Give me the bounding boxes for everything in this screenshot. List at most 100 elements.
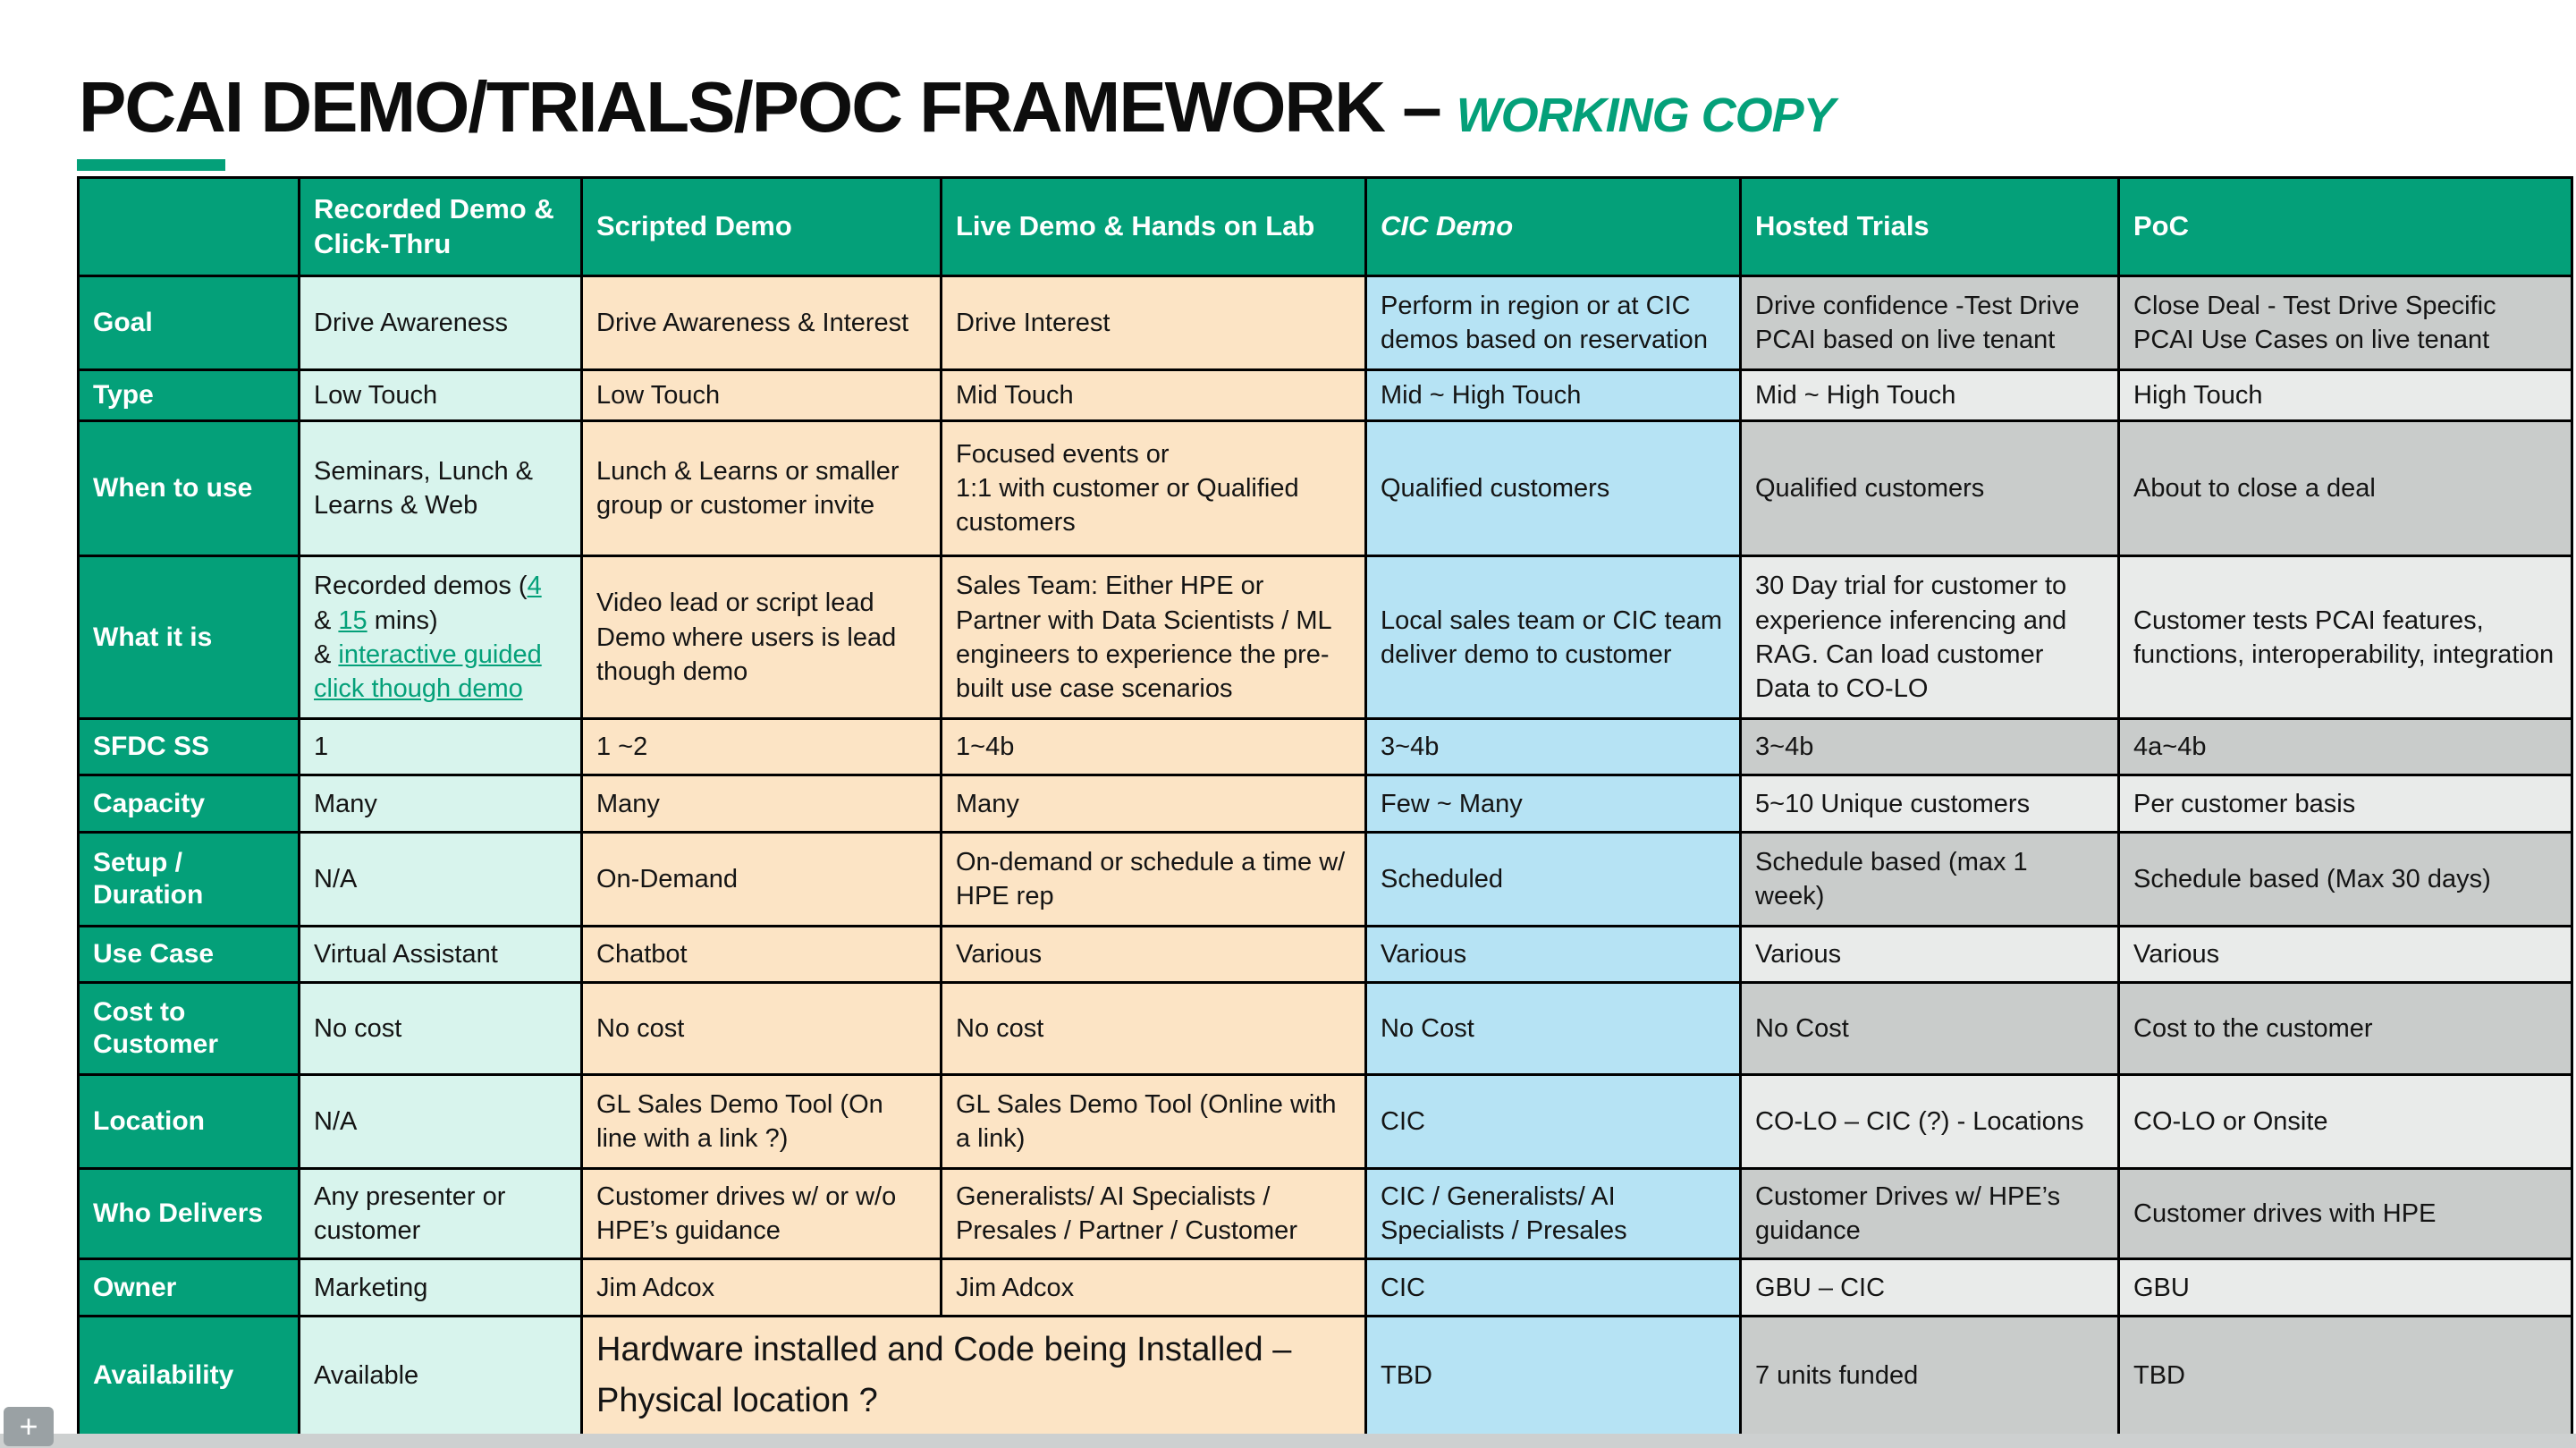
cell: No cost [580, 981, 942, 1077]
cell: Seminars, Lunch & Learns & Web [298, 419, 583, 558]
column-header: Scripted Demo [580, 176, 942, 277]
demo-link[interactable]: 4 [527, 572, 542, 601]
cell: Drive confidence -Test Drive PCAI based … [1739, 275, 2120, 371]
header-row: Recorded Demo & Click-Thru Scripted Demo L… [77, 176, 2573, 277]
cell: Various [940, 925, 1367, 985]
row-label: SFDC SS [77, 717, 300, 777]
cell: Generalists/ AI Specialists / Presales /… [940, 1167, 1367, 1261]
cell: Various [1739, 925, 2120, 985]
cell: Various [2117, 925, 2573, 985]
table-row: Owner Marketing Jim Adcox Jim Adcox CIC GBU –… [77, 1257, 2573, 1318]
cell: Close Deal - Test Drive Specific PCAI Us… [2117, 275, 2573, 371]
cell: CIC [1364, 1073, 1742, 1171]
table-row: Cost to Customer No cost No cost No cost No … [77, 981, 2573, 1077]
cell: Chatbot [580, 925, 942, 985]
cell: 30 Day trial for customer to experience … [1739, 555, 2120, 721]
page-title-tag: WORKING COPY [1456, 89, 1836, 142]
cell: Virtual Assistant [298, 925, 583, 985]
framework-table: Recorded Demo & Click-Thru Scripted Demo L… [77, 176, 2573, 1437]
demo-link[interactable]: interactive guided click though demo [314, 639, 542, 704]
cell: Schedule based (max 1 week) [1739, 831, 2120, 928]
row-label: Goal [77, 275, 300, 371]
cell: Drive Awareness & Interest [580, 275, 942, 371]
column-header: CIC Demo [1364, 176, 1742, 277]
add-slide-button[interactable]: + [4, 1407, 54, 1446]
table-row: Goal Drive Awareness Drive Awareness & Int… [77, 275, 2573, 371]
row-label: Owner [77, 1257, 300, 1318]
cell: Jim Adcox [940, 1257, 1367, 1318]
demo-link[interactable]: 15 [338, 605, 367, 635]
cell: Lunch & Learns or smaller group or custo… [580, 419, 942, 558]
cell: 3~4b [1739, 717, 2120, 777]
cell: Any presenter or customer [298, 1167, 583, 1261]
cell: Qualified customers [1364, 419, 1742, 558]
cell: 4a~4b [2117, 717, 2573, 777]
cell: 1~4b [940, 717, 1367, 777]
table-header: Recorded Demo & Click-Thru Scripted Demo L… [77, 176, 2573, 277]
bottom-scrollbar-track [0, 1434, 2576, 1448]
cell: Low Touch [298, 368, 583, 423]
table-row: Location N/A GL Sales Demo Tool (On line w… [77, 1073, 2573, 1171]
cell: Qualified customers [1739, 419, 2120, 558]
cell: Per customer basis [2117, 774, 2573, 834]
cell: Sales Team: Either HPE or Partner with D… [940, 555, 1367, 721]
corner-cell [77, 176, 300, 277]
row-label: Cost to Customer [77, 981, 300, 1077]
cell: Scheduled [1364, 831, 1742, 928]
page-title: PCAI DEMO/TRIALS/POC FRAMEWORK – WORKING … [79, 66, 1836, 148]
column-header: Live Demo & Hands on Lab [940, 176, 1367, 277]
cell: High Touch [2117, 368, 2573, 423]
cell: 1 ~2 [580, 717, 942, 777]
row-label: Location [77, 1073, 300, 1171]
cell: No Cost [1364, 981, 1742, 1077]
cell: GBU [2117, 1257, 2573, 1318]
cell: Drive Awareness [298, 275, 583, 371]
row-label: Type [77, 368, 300, 423]
cell: Many [580, 774, 942, 834]
table-row: When to use Seminars, Lunch & Learns & We… [77, 419, 2573, 558]
row-label: What it is [77, 555, 300, 721]
cell: Customer drives with HPE [2117, 1167, 2573, 1261]
cell: 7 units funded [1739, 1315, 2120, 1437]
cell: Cost to the customer [2117, 981, 2573, 1077]
cell: About to close a deal [2117, 419, 2573, 558]
column-header: Hosted Trials [1739, 176, 2120, 277]
cell: No Cost [1739, 981, 2120, 1077]
table-row: Availability Available Hardware installed … [77, 1315, 2573, 1437]
title-underline [77, 159, 225, 171]
cell: TBD [1364, 1315, 1742, 1437]
cell: Schedule based (Max 30 days) [2117, 831, 2573, 928]
column-header: Recorded Demo & Click-Thru [298, 176, 583, 277]
row-label: Capacity [77, 774, 300, 834]
row-label: When to use [77, 419, 300, 558]
cell: Mid Touch [940, 368, 1367, 423]
cell: On-demand or schedule a time w/ HPE rep [940, 831, 1367, 928]
cell: Customer tests PCAI features, functions,… [2117, 555, 2573, 721]
table-row: Type Low Touch Low Touch Mid Touch Mid ~ Hig… [77, 368, 2573, 423]
cell: Available [298, 1315, 583, 1437]
cell: CIC [1364, 1257, 1742, 1318]
cell: Perform in region or at CIC demos based … [1364, 275, 1742, 371]
cell: Local sales team or CIC team deliver dem… [1364, 555, 1742, 721]
cell: Many [298, 774, 583, 834]
cell: No cost [940, 981, 1367, 1077]
cell: GL Sales Demo Tool (Online with a link) [940, 1073, 1367, 1171]
cell: GBU – CIC [1739, 1257, 2120, 1318]
cell: Low Touch [580, 368, 942, 423]
page-title-main: PCAI DEMO/TRIALS/POC FRAMEWORK – [79, 67, 1442, 147]
cell: Mid ~ High Touch [1739, 368, 2120, 423]
table-row: Capacity Many Many Many Few ~ Many 5~10 Uniqu… [77, 774, 2573, 834]
row-label: Availability [77, 1315, 300, 1437]
table-row: Use Case Virtual Assistant Chatbot Various V… [77, 925, 2573, 985]
cell: Many [940, 774, 1367, 834]
cell: CO-LO or Onsite [2117, 1073, 2573, 1171]
cell: Recorded demos (4 & 15 mins) & interacti… [298, 555, 583, 721]
cell: Hardware installed and Code being Instal… [580, 1315, 1367, 1437]
cell: Customer Drives w/ HPE’s guidance [1739, 1167, 2120, 1261]
cell: 3~4b [1364, 717, 1742, 777]
cell: Few ~ Many [1364, 774, 1742, 834]
cell: 1 [298, 717, 583, 777]
row-label: Who Delivers [77, 1167, 300, 1261]
row-label: Setup / Duration [77, 831, 300, 928]
